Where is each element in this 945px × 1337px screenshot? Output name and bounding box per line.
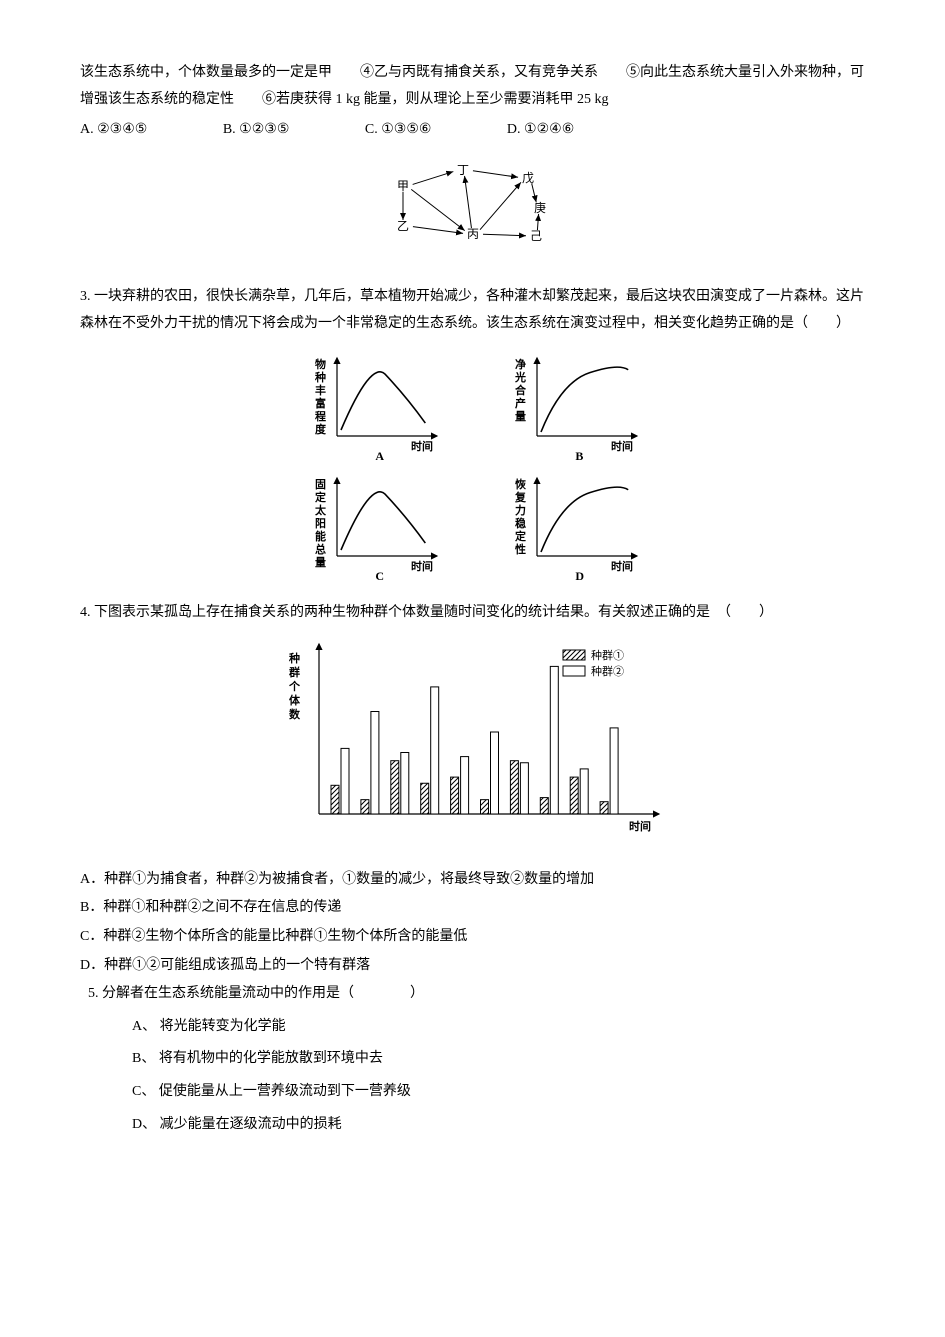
q4-answers: A．种群①为捕食者，种群②为被捕食者，①数量的减少，将最终导致②数量的增加 B．… bbox=[80, 867, 865, 979]
svg-text:时间: 时间 bbox=[411, 439, 433, 453]
svg-text:种: 种 bbox=[288, 651, 300, 665]
svg-text:物: 物 bbox=[315, 357, 326, 371]
svg-text:净: 净 bbox=[515, 357, 526, 371]
svg-text:时间: 时间 bbox=[411, 559, 433, 573]
svg-text:量: 量 bbox=[515, 410, 526, 423]
svg-text:时间: 时间 bbox=[629, 819, 651, 833]
q4-bar-chart: 种群个体数时间 种群① 种群② bbox=[273, 638, 673, 838]
q4-text: 4. 下图表示某孤岛上存在捕食关系的两种生物种群个体数量随时间变化的统计结果。有… bbox=[80, 600, 865, 627]
svg-text:丙: 丙 bbox=[466, 227, 478, 241]
svg-text:稳: 稳 bbox=[515, 516, 526, 530]
svg-text:太: 太 bbox=[314, 503, 327, 517]
svg-text:总: 总 bbox=[315, 542, 326, 556]
svg-text:己: 己 bbox=[529, 229, 541, 243]
svg-text:恢: 恢 bbox=[515, 477, 526, 491]
q5-opt-a: A、 将光能转变为化学能 bbox=[132, 1014, 865, 1041]
svg-text:能: 能 bbox=[315, 529, 326, 543]
svg-text:富: 富 bbox=[315, 396, 326, 410]
svg-text:复: 复 bbox=[514, 490, 527, 504]
svg-text:A: A bbox=[375, 449, 384, 462]
q3-panel-D: 恢复力稳定性时间 D bbox=[503, 472, 643, 582]
q4-ans-a: A．种群①为捕食者，种群②为被捕食者，①数量的减少，将最终导致②数量的增加 bbox=[80, 867, 865, 894]
svg-text:量: 量 bbox=[315, 556, 326, 569]
svg-text:光: 光 bbox=[514, 370, 526, 384]
q2-opt-d-text: ①②④⑥ bbox=[524, 117, 574, 144]
q4-chart-figure: 种群个体数时间 种群① 种群② bbox=[80, 638, 865, 849]
svg-text:度: 度 bbox=[315, 422, 327, 436]
svg-text:庚: 庚 bbox=[533, 200, 545, 215]
svg-text:程: 程 bbox=[315, 409, 326, 423]
svg-text:戊: 戊 bbox=[521, 171, 533, 185]
svg-text:甲: 甲 bbox=[396, 179, 408, 193]
q4-ans-d: D．种群①②可能组成该孤岛上的一个特有群落 bbox=[80, 953, 865, 980]
svg-text:乙: 乙 bbox=[396, 219, 408, 233]
svg-text:产: 产 bbox=[515, 396, 526, 410]
svg-text:群: 群 bbox=[288, 665, 300, 679]
q3-panel-A: 物种丰富程度时间 A bbox=[303, 352, 443, 462]
q5-options: A、 将光能转变为化学能 B、 将有机物中的化学能放散到环境中去 C、 促使能量… bbox=[132, 1014, 865, 1138]
q3-text: 3. 一块弃耕的农田，很快长满杂草，几年后，草本植物开始减少，各种灌木却繁茂起来… bbox=[80, 284, 865, 337]
svg-text:力: 力 bbox=[515, 503, 526, 517]
q3-panel-C: 固定太阳能总量 时间 C bbox=[303, 472, 443, 582]
q2-opt-b: B. ①②③⑤ bbox=[223, 117, 326, 144]
svg-text:D: D bbox=[575, 569, 584, 582]
q5-opt-b: B、 将有机物中的化学能放散到环境中去 bbox=[132, 1046, 865, 1073]
svg-text:时间: 时间 bbox=[611, 559, 633, 573]
svg-text:时间: 时间 bbox=[611, 439, 633, 453]
svg-text:个: 个 bbox=[288, 679, 301, 693]
svg-text:阳: 阳 bbox=[315, 516, 326, 530]
foodweb-diagram: 甲 丁戊乙丙 庚己 bbox=[368, 156, 578, 256]
q2-options: A. ②③④⑤ B. ①②③⑤ C. ①③⑤⑥ D. ①②④⑥ bbox=[80, 117, 865, 144]
svg-text:丰: 丰 bbox=[315, 383, 326, 397]
svg-text:C: C bbox=[375, 569, 384, 582]
svg-text:种群①: 种群① bbox=[591, 648, 624, 662]
svg-text:丁: 丁 bbox=[456, 163, 468, 177]
q2-foodweb-figure: 甲 丁戊乙丙 庚己 bbox=[80, 156, 865, 267]
svg-text:合: 合 bbox=[515, 383, 527, 397]
q2-opt-d: D. ①②④⑥ bbox=[507, 117, 610, 144]
q2-opt-a-text: ②③④⑤ bbox=[97, 117, 147, 144]
q4-ans-b: B．种群①和种群②之间不存在信息的传递 bbox=[80, 895, 865, 922]
q5-opt-c: C、 促使能量从上一营养级流动到下一营养级 bbox=[132, 1079, 865, 1106]
svg-text:种: 种 bbox=[314, 370, 326, 384]
q2-opt-c: C. ①③⑤⑥ bbox=[365, 117, 468, 144]
q2-continuation: 该生态系统中，个体数量最多的一定是甲 ④乙与丙既有捕食关系，又有竞争关系 ⑤向此… bbox=[80, 60, 865, 113]
q4-ans-c: C．种群②生物个体所含的能量比种群①生物个体所含的能量低 bbox=[80, 924, 865, 951]
q5-opt-d: D、 减少能量在逐级流动中的损耗 bbox=[132, 1112, 865, 1139]
svg-text:种群②: 种群② bbox=[591, 664, 624, 678]
svg-text:固: 固 bbox=[315, 478, 326, 491]
q5-text: 5. 分解者在生态系统能量流动中的作用是（ ） bbox=[88, 981, 865, 1008]
svg-text:体: 体 bbox=[289, 693, 301, 707]
svg-text:定: 定 bbox=[315, 490, 326, 504]
svg-text:定: 定 bbox=[515, 529, 526, 543]
q3-panel-B: 净光合产量时间 B bbox=[503, 352, 643, 462]
q3-charts-grid: 物种丰富程度时间A净光合产量时间B固定太阳能总量时间C恢复力稳定性时间D bbox=[80, 352, 865, 582]
svg-text:B: B bbox=[575, 449, 583, 462]
svg-text:性: 性 bbox=[515, 542, 526, 556]
q2-opt-b-text: ①②③⑤ bbox=[239, 117, 289, 144]
q5-block: 5. 分解者在生态系统能量流动中的作用是（ ） A、 将光能转变为化学能 B、 … bbox=[88, 981, 865, 1138]
q2-opt-a: A. ②③④⑤ bbox=[80, 117, 183, 144]
svg-text:数: 数 bbox=[289, 707, 301, 721]
q2-opt-c-text: ①③⑤⑥ bbox=[381, 117, 431, 144]
